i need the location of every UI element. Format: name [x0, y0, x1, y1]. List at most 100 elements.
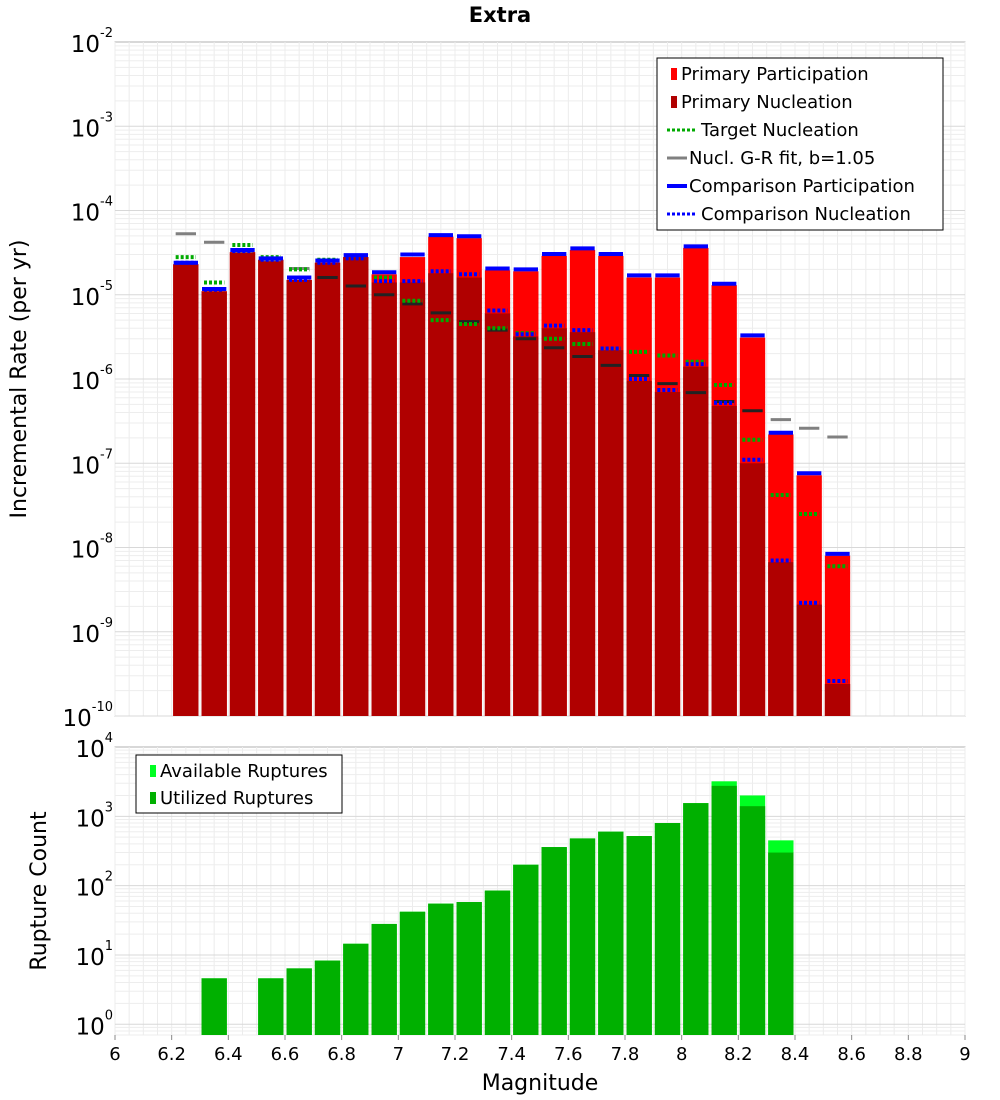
bar-utilized-ruptures	[314, 960, 341, 1035]
x-tick-label: 6.2	[157, 1044, 186, 1065]
bar-utilized-ruptures	[343, 943, 369, 1035]
bar-utilized-ruptures	[711, 785, 737, 1035]
legend-swatch	[150, 792, 156, 804]
bar-utilized-ruptures	[456, 902, 482, 1035]
bar-primary-nucleation	[258, 259, 284, 716]
bar-utilized-ruptures	[541, 847, 567, 1035]
bar-utilized-ruptures	[683, 803, 709, 1035]
y-tick-label: 10-7	[71, 447, 113, 479]
bar-primary-nucleation	[824, 683, 851, 716]
x-tick-label: 6.4	[214, 1044, 243, 1065]
bottom-panel: 104 103 102 101 100 Rupture Count Available …	[27, 731, 966, 1040]
bar-utilized-ruptures	[258, 978, 284, 1035]
y-tick-label: 102	[75, 870, 113, 902]
bar-utilized-ruptures	[598, 831, 624, 1035]
y-tick-label: 10-10	[62, 700, 113, 732]
x-tick-label: 8.4	[781, 1044, 810, 1065]
x-tick-label: 6	[109, 1044, 120, 1065]
bar-primary-nucleation	[314, 262, 341, 716]
y-tick-label: 10-9	[71, 616, 113, 648]
bar-primary-nucleation	[371, 282, 397, 716]
bar-primary-nucleation	[229, 252, 256, 717]
x-tick-label: 7.6	[554, 1044, 583, 1065]
bar-primary-nucleation	[598, 350, 624, 716]
x-tick-label: 7.8	[611, 1044, 640, 1065]
bar-primary-nucleation	[626, 380, 652, 716]
chart-title: Extra	[469, 3, 531, 27]
bar-utilized-ruptures	[626, 836, 652, 1035]
bar-primary-nucleation	[711, 405, 737, 716]
y-tick-label: 10-6	[71, 363, 113, 395]
bar-utilized-ruptures	[371, 923, 397, 1035]
legend-swatch	[671, 68, 677, 80]
bottom-legend: Available Ruptures Utilized Ruptures	[135, 754, 343, 814]
x-axis-label: Magnitude	[482, 1071, 599, 1096]
legend-swatch	[150, 765, 156, 777]
legend-label: Target Nucleation	[700, 120, 859, 141]
y-tick-label: 104	[75, 731, 113, 763]
legend-box	[135, 754, 343, 814]
y-tick-label: 101	[75, 939, 113, 971]
legend-box	[656, 57, 944, 231]
x-tick-label: 6.8	[327, 1044, 356, 1065]
bar-primary-nucleation	[739, 463, 766, 716]
bar-primary-nucleation	[173, 264, 199, 716]
bar-primary-nucleation	[796, 604, 822, 716]
bar-primary-nucleation	[343, 257, 369, 716]
legend-label: Comparison Participation	[689, 176, 915, 197]
top-y-axis-label: Incremental Rate (per yr)	[7, 240, 32, 519]
bar-utilized-ruptures	[654, 823, 681, 1035]
bar-utilized-ruptures	[569, 838, 596, 1035]
x-tick-label: 9	[959, 1044, 970, 1065]
bar-primary-nucleation	[541, 328, 567, 716]
legend-label: Available Ruptures	[160, 761, 328, 782]
top-bars	[173, 236, 851, 717]
bar-primary-nucleation	[768, 562, 794, 716]
y-tick-label: 10-5	[71, 279, 113, 311]
y-tick-label: 10-8	[71, 532, 113, 564]
bar-primary-nucleation	[456, 277, 482, 716]
x-tick-label: 8.6	[837, 1044, 866, 1065]
x-tick-label: 7.2	[441, 1044, 470, 1065]
x-ticks: 6 6.2 6.4 6.6 6.8 7 7.2 7.4 7.6 7.8 8 8.2 8.4 8.6 8.8 9	[109, 1035, 971, 1065]
bar-primary-nucleation	[513, 336, 539, 716]
top-lines	[173, 232, 850, 684]
bar-utilized-ruptures	[513, 864, 539, 1035]
bar-utilized-ruptures	[484, 890, 511, 1035]
bottom-y-ticks: 104 103 102 101 100	[75, 731, 113, 1040]
bar-primary-nucleation	[569, 332, 596, 716]
bar-utilized-ruptures	[201, 978, 227, 1035]
x-tick-label: 7	[393, 1044, 404, 1065]
bar-utilized-ruptures	[768, 852, 794, 1035]
legend-swatch	[671, 96, 677, 108]
bar-primary-nucleation	[399, 282, 426, 716]
x-tick-label: 8	[676, 1044, 687, 1065]
top-panel: 10-2 10-3 10-4 10-5 10-6 10-7 10-8 10-9 10-10 In…	[7, 26, 966, 732]
y-tick-label: 103	[75, 800, 113, 832]
legend-label: Primary Participation	[681, 64, 869, 85]
bottom-bars	[201, 781, 794, 1035]
y-tick-label: 10-3	[71, 110, 113, 142]
bar-primary-nucleation	[428, 273, 454, 716]
x-tick-label: 7.4	[497, 1044, 526, 1065]
legend-label: Utilized Ruptures	[160, 788, 313, 809]
y-tick-label: 10-4	[71, 195, 113, 227]
legend-label: Primary Nucleation	[681, 92, 853, 113]
bottom-y-axis-label: Rupture Count	[27, 811, 52, 971]
x-tick-label: 8.8	[894, 1044, 923, 1065]
bar-primary-nucleation	[484, 313, 511, 716]
legend-label: Nucl. G-R fit, b=1.05	[689, 148, 875, 169]
bar-utilized-ruptures	[286, 968, 312, 1035]
bar-utilized-ruptures	[399, 911, 426, 1035]
y-tick-label: 100	[75, 1008, 113, 1040]
x-tick-label: 6.6	[271, 1044, 300, 1065]
y-tick-label: 10-2	[71, 26, 113, 58]
x-tick-label: 8.2	[724, 1044, 753, 1065]
legend-label: Comparison Nucleation	[701, 204, 911, 225]
top-legend: Primary Participation Primary Nucleation T…	[656, 57, 944, 231]
bar-primary-nucleation	[654, 392, 681, 716]
bar-primary-nucleation	[683, 366, 709, 716]
top-y-ticks: 10-2 10-3 10-4 10-5 10-6 10-7 10-8 10-9 10-10	[62, 26, 113, 732]
